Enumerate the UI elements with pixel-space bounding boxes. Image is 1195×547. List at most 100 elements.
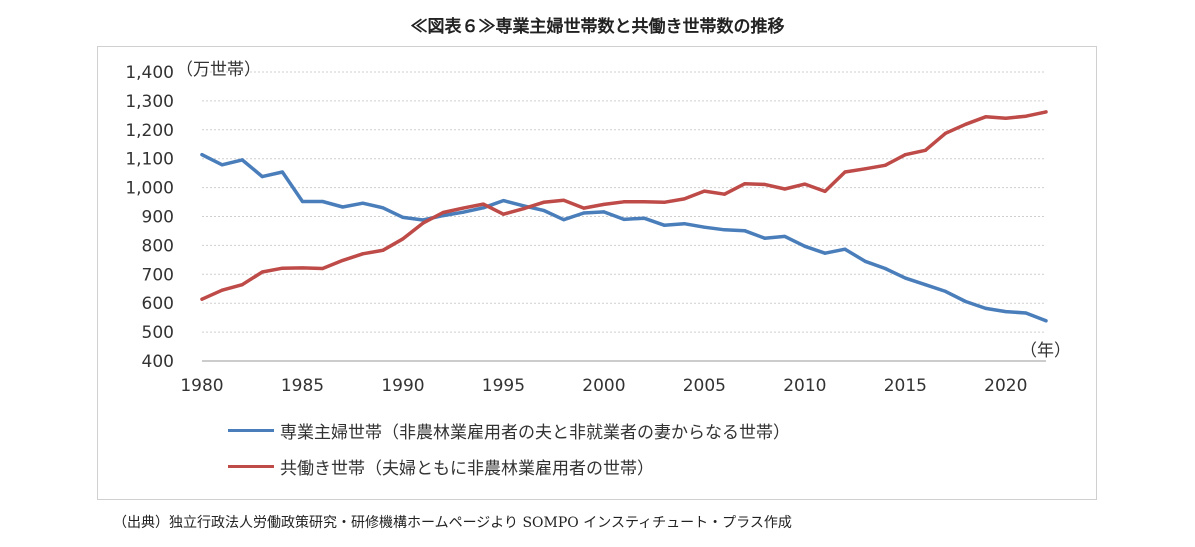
x-axis-unit-label: （年） — [1020, 341, 1071, 361]
series-line-housewife — [200, 152, 1048, 323]
data-point — [220, 163, 224, 167]
data-point — [562, 198, 566, 202]
data-point — [381, 248, 385, 252]
x-tick-label: 1980 — [180, 376, 223, 396]
x-tick-label: 2010 — [783, 376, 826, 396]
data-point — [742, 229, 747, 233]
data-point — [1004, 309, 1008, 314]
data-point — [903, 153, 907, 157]
data-point — [722, 228, 727, 232]
legend-item-housewife: 専業主婦世帯（非農林業雇用者の夫と非就業者の妻からなる世帯） — [228, 418, 790, 443]
data-point — [542, 208, 546, 213]
data-point — [803, 182, 807, 186]
data-point — [381, 206, 385, 210]
gridlines — [202, 71, 1046, 362]
data-point — [542, 200, 546, 204]
data-point — [622, 217, 626, 221]
data-point — [863, 167, 867, 171]
data-point — [763, 182, 767, 187]
data-point — [662, 223, 666, 227]
data-point — [702, 189, 706, 193]
data-point — [562, 218, 566, 222]
data-point — [843, 170, 847, 174]
data-point — [883, 163, 887, 167]
x-tick-label: 2020 — [984, 376, 1027, 396]
data-point — [361, 201, 365, 205]
source-note: （出典）独立行政法人労働政策研究・研修機構ホームページより SOMPO インステ… — [113, 515, 792, 531]
data-point — [863, 259, 867, 263]
data-point — [320, 266, 325, 271]
data-point — [401, 237, 405, 241]
data-point — [823, 251, 827, 255]
data-point — [260, 175, 264, 179]
data-point — [984, 115, 988, 119]
y-tick-label: 900 — [142, 208, 174, 228]
data-point — [1044, 110, 1048, 114]
data-point — [582, 211, 586, 215]
data-point — [943, 131, 948, 135]
data-point — [240, 158, 244, 162]
data-point — [300, 199, 305, 204]
x-tick-label: 2005 — [683, 376, 726, 396]
data-point — [602, 210, 606, 214]
legend-swatch-dual-income — [228, 464, 274, 468]
data-point — [803, 244, 807, 248]
x-tick-label: 2000 — [582, 376, 625, 396]
data-point — [763, 236, 767, 240]
data-point — [1024, 114, 1028, 118]
legend-label-dual-income: 共働き世帯（夫婦ともに非農林業雇用者の世帯） — [280, 458, 654, 479]
data-point — [923, 148, 928, 152]
data-point — [682, 197, 686, 201]
y-tick-label: 1,400 — [125, 63, 174, 83]
data-point — [441, 210, 445, 215]
data-point — [481, 206, 485, 210]
legend-item-dual-income: 共働き世帯（夫婦ともに非農林業雇用者の世帯） — [228, 454, 654, 479]
legend-swatch-housewife — [228, 428, 274, 432]
data-point — [280, 266, 284, 270]
data-point — [240, 283, 244, 287]
data-point — [361, 252, 365, 256]
data-point — [642, 216, 646, 220]
data-point — [662, 200, 666, 204]
data-point — [401, 215, 405, 219]
y-tick-label: 800 — [142, 236, 174, 256]
legend-label-housewife: 専業主婦世帯（非農林業雇用者の夫と非就業者の妻からなる世帯） — [280, 422, 790, 443]
data-point — [883, 266, 887, 271]
data-point — [903, 276, 907, 280]
y-tick-label: 600 — [142, 294, 174, 314]
data-point — [421, 221, 425, 225]
data-point — [984, 306, 988, 311]
x-tick-label: 1995 — [482, 376, 525, 396]
data-point — [1004, 116, 1008, 120]
data-point — [742, 182, 747, 186]
x-tick-label: 2015 — [884, 376, 927, 396]
data-point — [461, 210, 465, 214]
data-point — [642, 200, 646, 204]
data-point — [602, 202, 606, 206]
chart-frame — [97, 46, 1097, 500]
data-point — [923, 283, 928, 287]
data-point — [200, 153, 204, 157]
data-point — [622, 200, 626, 204]
data-point — [582, 206, 586, 210]
data-point — [1024, 311, 1028, 315]
data-point — [341, 258, 345, 263]
data-point — [501, 199, 506, 203]
x-tick-label: 1990 — [381, 376, 424, 396]
data-point — [260, 270, 264, 274]
data-point — [783, 234, 787, 239]
data-point — [501, 212, 506, 216]
data-point — [823, 189, 827, 193]
data-point — [481, 202, 485, 206]
data-point — [220, 288, 224, 292]
data-point — [943, 289, 948, 293]
data-point — [320, 199, 325, 204]
y-tick-label: 1,000 — [125, 179, 174, 199]
y-tick-label: 400 — [142, 352, 174, 372]
data-point — [964, 122, 968, 126]
y-tick-label: 1,200 — [125, 121, 174, 141]
y-tick-label: 700 — [142, 265, 174, 285]
x-tick-label: 1985 — [281, 376, 324, 396]
data-point — [843, 247, 847, 251]
data-point — [702, 225, 706, 229]
